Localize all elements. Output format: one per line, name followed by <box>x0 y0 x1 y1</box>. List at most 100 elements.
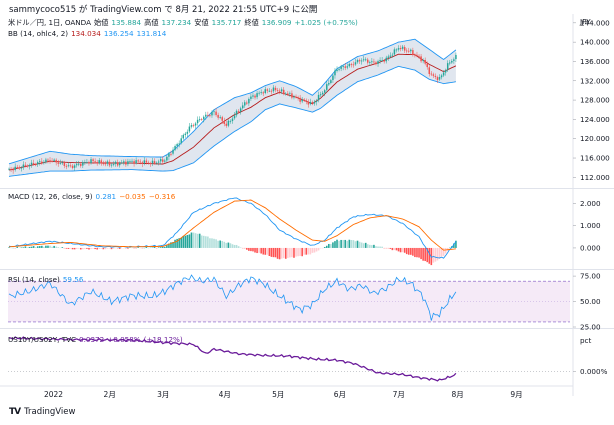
candle[interactable] <box>291 93 293 98</box>
candle[interactable] <box>297 97 299 98</box>
candle[interactable] <box>444 70 447 73</box>
candle[interactable] <box>129 161 131 162</box>
candle[interactable] <box>434 75 437 77</box>
candle[interactable] <box>313 101 316 104</box>
candle[interactable] <box>272 87 275 92</box>
candle[interactable] <box>34 164 37 166</box>
candle[interactable] <box>106 161 109 164</box>
candle[interactable] <box>309 101 312 105</box>
candle[interactable] <box>418 55 420 57</box>
candle[interactable] <box>233 115 236 119</box>
candle[interactable] <box>383 60 385 62</box>
candle[interactable] <box>155 162 158 164</box>
candle[interactable] <box>192 125 195 127</box>
candle[interactable] <box>219 117 221 118</box>
candle[interactable] <box>367 59 369 63</box>
candle[interactable] <box>123 161 125 163</box>
candle[interactable] <box>328 83 330 85</box>
candle[interactable] <box>250 96 252 99</box>
candle[interactable] <box>88 162 90 164</box>
candle[interactable] <box>237 111 240 112</box>
candle[interactable] <box>299 97 301 102</box>
candle[interactable] <box>360 60 363 62</box>
candle[interactable] <box>63 162 66 166</box>
candle[interactable] <box>137 160 139 162</box>
candle[interactable] <box>350 64 353 65</box>
candle[interactable] <box>198 119 201 121</box>
candle[interactable] <box>244 102 246 106</box>
candle[interactable] <box>102 163 105 165</box>
candle[interactable] <box>303 99 305 101</box>
candle[interactable] <box>65 165 68 167</box>
candle[interactable] <box>172 149 174 154</box>
candle[interactable] <box>211 112 213 116</box>
candle[interactable] <box>145 160 148 163</box>
candle[interactable] <box>125 161 127 165</box>
candle[interactable] <box>94 161 96 163</box>
candle[interactable] <box>422 60 424 61</box>
candle[interactable] <box>270 90 273 92</box>
candle[interactable] <box>387 56 390 58</box>
candle[interactable] <box>338 69 340 70</box>
candle[interactable] <box>67 165 70 167</box>
candle[interactable] <box>381 60 383 62</box>
candle[interactable] <box>239 108 242 112</box>
candle[interactable] <box>30 162 33 165</box>
candle[interactable] <box>71 165 74 168</box>
candle[interactable] <box>246 102 248 104</box>
candle[interactable] <box>330 80 332 83</box>
candle[interactable] <box>116 162 119 166</box>
candle[interactable] <box>442 72 445 76</box>
candle[interactable] <box>268 90 271 92</box>
candle[interactable] <box>426 63 428 68</box>
candle[interactable] <box>159 159 162 162</box>
candle[interactable] <box>45 159 47 163</box>
candle[interactable] <box>354 62 357 65</box>
candle[interactable] <box>188 126 191 132</box>
candle[interactable] <box>440 75 443 78</box>
candle[interactable] <box>373 61 375 63</box>
candle[interactable] <box>110 164 113 166</box>
candle[interactable] <box>428 67 431 75</box>
candle[interactable] <box>405 50 408 52</box>
candle[interactable] <box>340 66 342 69</box>
candle[interactable] <box>135 160 137 164</box>
candle[interactable] <box>133 161 135 164</box>
candle[interactable] <box>371 61 373 63</box>
candle[interactable] <box>295 96 297 98</box>
candle[interactable] <box>141 162 144 164</box>
candle[interactable] <box>260 92 262 94</box>
candle[interactable] <box>80 163 82 166</box>
candle[interactable] <box>231 118 234 122</box>
candle[interactable] <box>305 100 308 102</box>
candle[interactable] <box>98 160 100 163</box>
candle[interactable] <box>436 77 439 81</box>
candle[interactable] <box>403 47 406 51</box>
candle[interactable] <box>149 163 152 164</box>
candle[interactable] <box>285 93 287 95</box>
candle[interactable] <box>408 50 410 52</box>
candle[interactable] <box>375 62 377 65</box>
candle[interactable] <box>317 94 320 101</box>
candle[interactable] <box>379 60 381 62</box>
candle[interactable] <box>453 59 455 61</box>
candle[interactable] <box>92 159 94 162</box>
candle[interactable] <box>344 66 346 68</box>
candle[interactable] <box>174 146 176 150</box>
candle[interactable] <box>131 160 133 162</box>
candle[interactable] <box>323 90 326 93</box>
candle[interactable] <box>446 63 449 70</box>
candle[interactable] <box>170 153 172 155</box>
candle[interactable] <box>399 48 402 50</box>
candle[interactable] <box>282 89 285 94</box>
candle[interactable] <box>186 131 189 134</box>
candle[interactable] <box>332 75 334 81</box>
candle[interactable] <box>215 111 217 116</box>
candle[interactable] <box>410 49 412 52</box>
candle[interactable] <box>16 166 18 168</box>
candle[interactable] <box>73 165 76 168</box>
candle[interactable] <box>252 95 254 97</box>
candle[interactable] <box>26 165 29 167</box>
candle[interactable] <box>414 54 416 56</box>
candle[interactable] <box>321 92 324 95</box>
